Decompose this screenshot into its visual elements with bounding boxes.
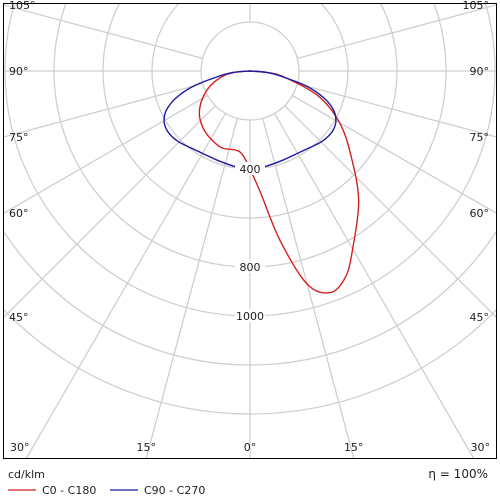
radial-label-background xyxy=(235,260,265,273)
efficiency-label: η = 100% xyxy=(428,467,488,481)
plot-frame xyxy=(3,3,497,459)
angle-label: 90° xyxy=(9,65,29,78)
angle-label: 105° xyxy=(463,0,490,12)
grid-spoke xyxy=(4,94,208,214)
radial-tick-label: 400 xyxy=(240,163,261,176)
radial-label-background xyxy=(235,162,265,175)
angle-label: 30° xyxy=(471,441,491,454)
angle-label: 30° xyxy=(10,441,30,454)
grid-spoke xyxy=(262,118,355,458)
angle-label: 90° xyxy=(470,65,490,78)
grid-circle xyxy=(4,309,496,415)
legend-label-c90-c270: C90 - C270 xyxy=(144,484,205,497)
radial-tick-label: 800 xyxy=(240,261,261,274)
grid-spoke xyxy=(145,118,238,458)
angle-label: 105° xyxy=(9,0,36,12)
angle-label: 15° xyxy=(137,441,157,454)
grid-spoke xyxy=(4,4,203,59)
series-line-c0-c180 xyxy=(198,70,360,294)
grid-circle xyxy=(102,4,398,219)
radial-tick-label: 1000 xyxy=(236,310,264,323)
angle-label: 45° xyxy=(9,311,29,324)
angle-label: 75° xyxy=(470,131,490,144)
unit-label: cd/klm xyxy=(8,468,45,481)
radial-label-background xyxy=(235,309,265,322)
grid-circle xyxy=(200,21,300,121)
grid-spoke xyxy=(292,94,496,214)
grid-spoke xyxy=(284,105,496,318)
grid-spoke xyxy=(297,83,496,138)
polar-grid xyxy=(4,4,496,458)
legend: cd/klm η = 100% C0 - C180 C90 - C270 xyxy=(8,467,488,497)
grid-circle xyxy=(4,230,496,366)
grid-spoke xyxy=(273,113,474,458)
legend-label-c0-c180: C0 - C180 xyxy=(42,484,96,497)
grid-spoke xyxy=(297,4,496,59)
grid-spoke xyxy=(4,105,216,318)
angle-label: 60° xyxy=(470,207,490,220)
angle-label: 75° xyxy=(9,131,29,144)
angle-label: 0° xyxy=(244,441,257,454)
grid-spoke xyxy=(4,83,203,138)
grid-spoke xyxy=(26,113,227,458)
angle-label: 60° xyxy=(9,207,29,220)
angle-label: 45° xyxy=(470,311,490,324)
angle-label: 15° xyxy=(344,441,364,454)
